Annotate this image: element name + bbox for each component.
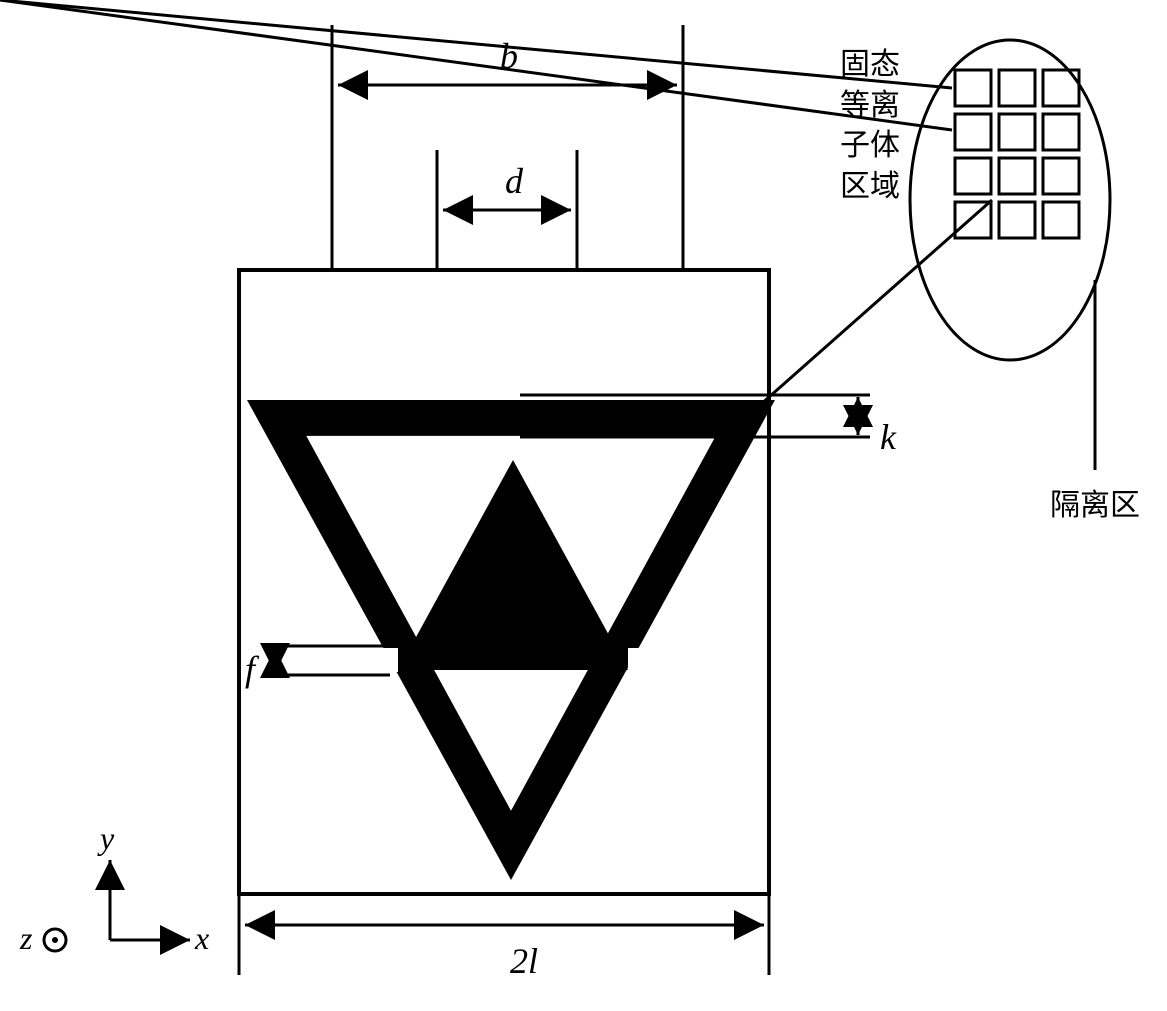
gap-right xyxy=(628,648,698,672)
plasma-cell xyxy=(955,158,991,194)
diagram-svg xyxy=(0,0,1167,1011)
isolation-label: 隔离区 xyxy=(1050,480,1140,524)
plasma-cell xyxy=(999,202,1035,238)
axis-z-dot xyxy=(52,937,58,943)
plasma-cell xyxy=(999,70,1035,106)
axis-z-label: z xyxy=(20,920,32,957)
inner-triangle xyxy=(398,460,628,670)
plasma-cell xyxy=(999,114,1035,150)
label-f: f xyxy=(245,648,255,690)
axis-y-label: y xyxy=(100,820,114,857)
plasma-cell xyxy=(1043,202,1079,238)
plasma-label: 固态等离子体区域 xyxy=(840,45,900,207)
plasma-cell xyxy=(955,70,991,106)
plasma-cell xyxy=(1043,114,1079,150)
plasma-cell xyxy=(1043,158,1079,194)
callout-pointer xyxy=(760,200,992,405)
gap-left xyxy=(328,648,398,672)
label-d: d xyxy=(505,160,523,202)
plasma-cell xyxy=(999,158,1035,194)
label-b: b xyxy=(500,35,518,77)
plasma-cell xyxy=(955,114,991,150)
label-2l: 2l xyxy=(510,940,538,982)
axis-x-label: x xyxy=(195,920,209,957)
label-k: k xyxy=(880,416,896,458)
